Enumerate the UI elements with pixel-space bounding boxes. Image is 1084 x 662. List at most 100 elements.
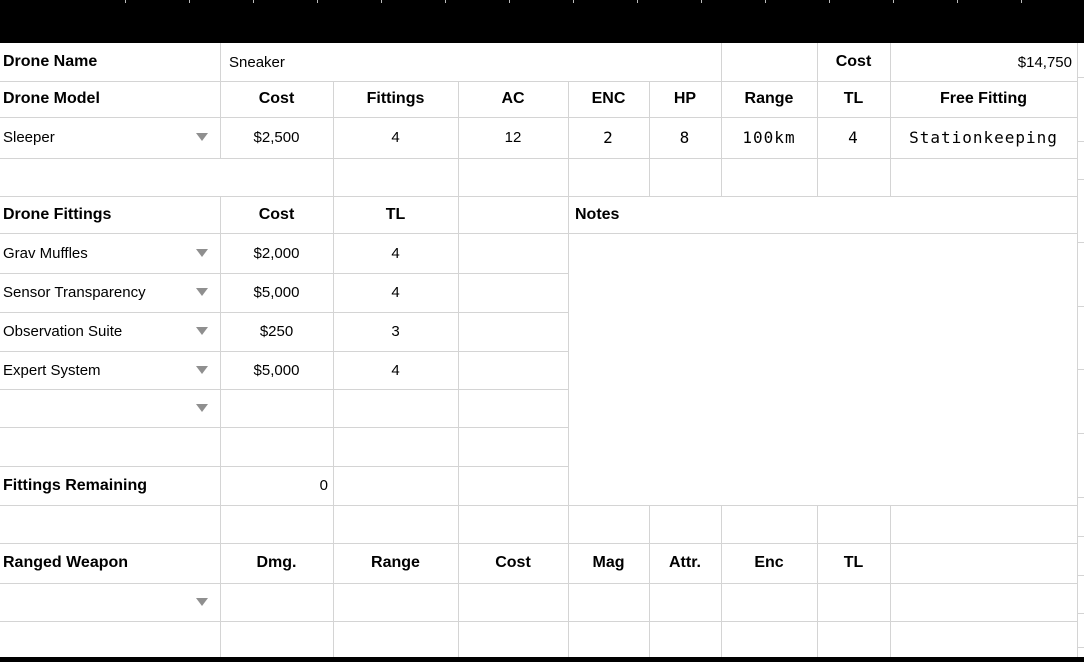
- gridline: [333, 81, 334, 657]
- fitting-dropdown-icon[interactable]: [196, 249, 208, 257]
- weapon-dropdown-icon[interactable]: [196, 598, 208, 606]
- bottom-black-bar: [0, 657, 1084, 662]
- gridline: [0, 389, 568, 390]
- fittings-remaining-value[interactable]: 0: [319, 477, 328, 494]
- gridline: [721, 505, 722, 657]
- fitting-dropdown-icon[interactable]: [196, 366, 208, 374]
- column-tick: [957, 0, 958, 3]
- gridline: [220, 196, 221, 657]
- model-ac-value[interactable]: 12: [504, 129, 522, 146]
- gridline: [1078, 179, 1084, 180]
- fitting-tl-value[interactable]: 4: [391, 361, 400, 379]
- drone-model-label: Drone Model: [3, 90, 100, 107]
- model-header-cost: Cost: [258, 90, 295, 107]
- gridline: [0, 81, 1077, 82]
- gridline: [721, 43, 722, 196]
- weapon-header-range: Range: [371, 554, 420, 571]
- fitting-select[interactable]: Sensor Transparency: [3, 284, 146, 301]
- gridline: [0, 466, 568, 467]
- gridline: [1077, 43, 1078, 657]
- fitting-select[interactable]: Grav Muffles: [3, 244, 88, 262]
- model-hp-value[interactable]: 8: [679, 128, 691, 147]
- model-fittings-value[interactable]: 4: [391, 129, 400, 146]
- model-cost-value[interactable]: $2,500: [253, 129, 300, 146]
- gridline: [458, 81, 459, 657]
- gridline: [0, 158, 1077, 159]
- gridline: [890, 43, 891, 196]
- fittings-header-cost: Cost: [258, 205, 295, 223]
- fitting-select[interactable]: Observation Suite: [3, 323, 123, 340]
- weapon-header-mag: Mag: [592, 554, 625, 571]
- column-tick: [829, 0, 830, 3]
- column-tick: [893, 0, 894, 3]
- column-tick: [1021, 0, 1022, 3]
- model-header-ac: AC: [501, 90, 525, 107]
- fitting-dropdown-icon[interactable]: [196, 288, 208, 296]
- fittings-remaining-label: Fittings Remaining: [3, 476, 147, 494]
- notes-area[interactable]: [569, 234, 1077, 505]
- gridline: [1078, 575, 1084, 576]
- column-tick: [189, 0, 190, 3]
- fitting-cost-value[interactable]: $5,000: [253, 361, 300, 379]
- total-cost-label: Cost: [835, 53, 872, 70]
- fitting-cost-value[interactable]: $250: [259, 323, 294, 340]
- weapon-select-empty[interactable]: [0, 583, 196, 621]
- gridline: [0, 273, 568, 274]
- model-range-value[interactable]: 100km: [742, 128, 796, 147]
- weapon-header-dmg: Dmg.: [256, 554, 297, 571]
- gridline: [1078, 497, 1084, 498]
- fitting-cost-value[interactable]: $5,000: [253, 284, 300, 301]
- drone-fittings-label: Drone Fittings: [3, 205, 112, 223]
- fitting-select-empty[interactable]: [0, 389, 196, 427]
- weapon-header-cost: Cost: [495, 554, 531, 571]
- fitting-tl-value[interactable]: 3: [391, 323, 400, 340]
- model-header-free-fitting: Free Fitting: [939, 90, 1028, 107]
- gridline: [0, 505, 1077, 506]
- gridline: [649, 81, 650, 196]
- gridline: [0, 233, 1077, 234]
- drone-name-value[interactable]: Sneaker: [229, 53, 285, 71]
- column-tick: [509, 0, 510, 3]
- fitting-dropdown-icon[interactable]: [196, 327, 208, 335]
- gridline: [0, 583, 1077, 584]
- drone-model-dropdown-icon[interactable]: [196, 133, 208, 141]
- gridline: [817, 43, 818, 196]
- column-tick: [701, 0, 702, 3]
- gridline: [0, 196, 1077, 197]
- fitting-cost-value[interactable]: $2,000: [253, 244, 300, 262]
- total-cost-value[interactable]: $14,750: [1017, 53, 1072, 71]
- model-header-fittings: Fittings: [366, 90, 425, 107]
- model-header-range: Range: [744, 90, 794, 107]
- gridline: [890, 505, 891, 657]
- gridline: [0, 117, 1077, 118]
- ranged-weapon-label: Ranged Weapon: [3, 554, 129, 571]
- model-tl-value[interactable]: 4: [848, 128, 859, 147]
- fitting-select[interactable]: Expert System: [3, 361, 101, 379]
- weapon-header-enc: Enc: [754, 554, 784, 571]
- model-header-enc: ENC: [591, 90, 626, 107]
- gridline: [1078, 242, 1084, 243]
- column-tick: [253, 0, 254, 3]
- gridline: [1078, 141, 1084, 142]
- drone-name-spacer-cell[interactable]: [722, 43, 817, 81]
- drone-model-select[interactable]: Sleeper: [3, 129, 55, 146]
- weapon-header-tl: TL: [843, 554, 864, 571]
- gridline: [0, 427, 568, 428]
- fitting-tl-value[interactable]: 4: [391, 244, 400, 262]
- model-enc-value[interactable]: 2: [603, 128, 614, 147]
- gridline: [0, 351, 568, 352]
- gridline: [0, 543, 1077, 544]
- gridline: [0, 312, 568, 313]
- fitting-tl-value[interactable]: 4: [391, 284, 400, 301]
- gridline: [0, 621, 1077, 622]
- gridline: [817, 505, 818, 657]
- model-header-tl: TL: [843, 90, 864, 107]
- model-free-fitting-value[interactable]: Stationkeeping: [909, 128, 1058, 147]
- column-tick: [765, 0, 766, 3]
- gridline: [1078, 647, 1084, 648]
- column-tick: [573, 0, 574, 3]
- gridline: [649, 505, 650, 657]
- drone-name-label: Drone Name: [3, 53, 98, 70]
- fitting-dropdown-icon[interactable]: [196, 404, 208, 412]
